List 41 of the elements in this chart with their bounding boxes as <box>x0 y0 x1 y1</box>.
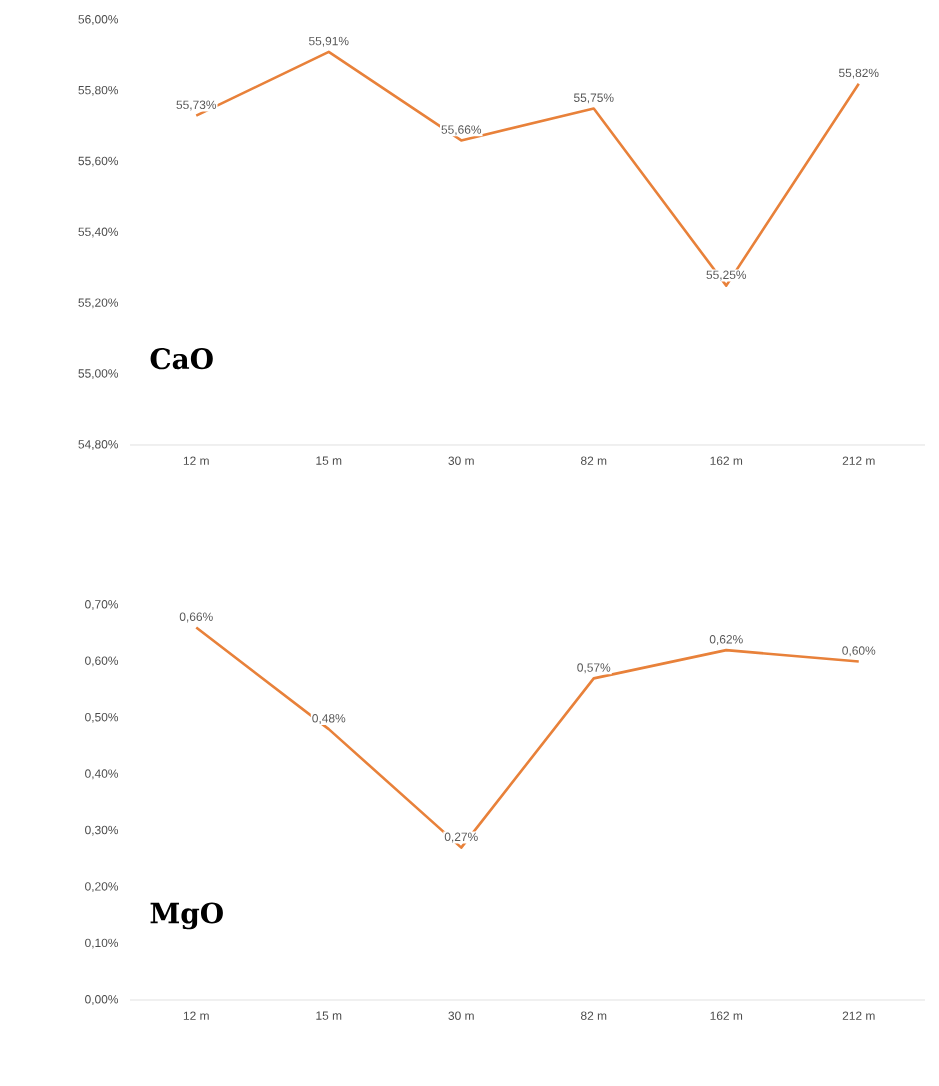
data-label: 55,75% <box>573 93 614 104</box>
y-tick-label: 56,00% <box>78 15 119 25</box>
x-tick-label: 82 m <box>580 1011 607 1020</box>
y-tick-label: 0,30% <box>85 825 119 836</box>
data-label: 55,25% <box>706 270 747 281</box>
data-label: 0,48% <box>312 714 346 724</box>
y-tick-label: 0,60% <box>85 656 119 667</box>
data-label: 55,73% <box>176 100 217 111</box>
data-label: 0,60% <box>842 646 876 657</box>
y-tick-label: 0,20% <box>85 882 119 893</box>
x-tick-label: 162 m <box>710 1011 743 1020</box>
y-tick-label: 55,60% <box>78 156 119 167</box>
x-tick-label: 30 m <box>448 456 474 465</box>
y-tick-label: 0,00% <box>85 995 119 1005</box>
y-tick-label: 55,20% <box>78 298 119 309</box>
data-label: 0,66% <box>179 612 213 623</box>
y-tick-label: 55,80% <box>78 85 119 96</box>
data-label: 0,62% <box>709 635 743 645</box>
x-tick-label: 212 m <box>842 456 875 465</box>
y-tick-label: 55,00% <box>78 369 119 380</box>
x-tick-label: 15 m <box>316 456 342 465</box>
y-tick-label: 0,10% <box>85 938 119 949</box>
x-tick-label: 15 m <box>316 1011 342 1020</box>
data-label: 55,82% <box>838 68 879 79</box>
x-tick-label: 30 m <box>448 1011 474 1020</box>
x-tick-label: 212 m <box>842 1011 875 1020</box>
y-tick-label: 0,40% <box>85 769 119 780</box>
y-tick-label: 55,40% <box>78 227 119 238</box>
x-tick-label: 82 m <box>580 456 607 465</box>
x-tick-label: 12 m <box>183 456 209 465</box>
text: CaO <box>150 348 213 370</box>
y-tick-label: 0,70% <box>85 600 119 610</box>
data-label: 55,66% <box>441 125 482 136</box>
data-label: 0,57% <box>577 663 611 674</box>
y-tick-label: 54,80% <box>78 440 119 450</box>
x-tick-label: 162 m <box>710 456 743 465</box>
text: MgO <box>150 902 223 930</box>
data-label: 0,27% <box>444 832 478 843</box>
y-tick-label: 0,50% <box>85 712 119 723</box>
x-tick-label: 12 m <box>183 1011 209 1020</box>
data-label: 55,91% <box>308 36 349 47</box>
